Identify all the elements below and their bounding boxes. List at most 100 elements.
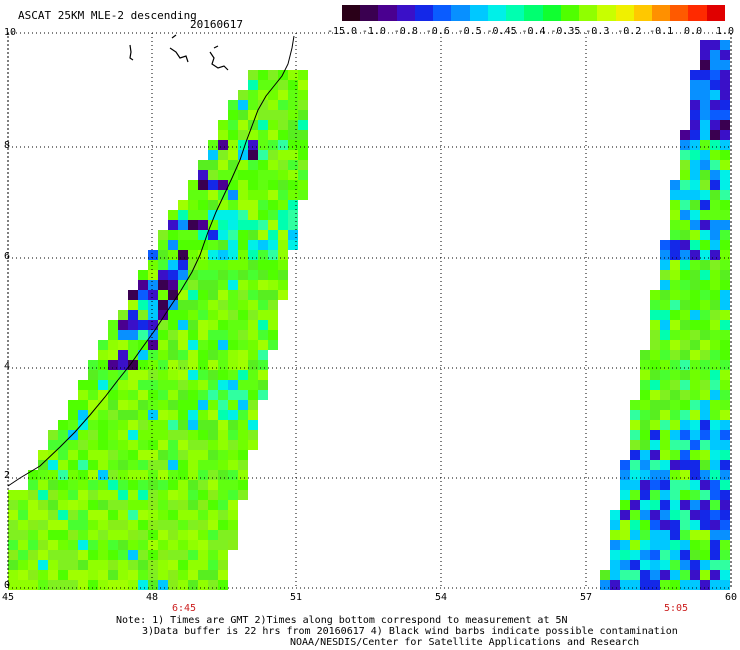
data-cell (660, 460, 670, 470)
data-cell (198, 400, 208, 410)
data-cell (88, 550, 98, 560)
data-cell (28, 560, 38, 570)
data-cell (228, 520, 238, 530)
data-cell (710, 340, 720, 350)
data-cell (218, 480, 228, 490)
data-cell (98, 450, 108, 460)
data-cell (68, 440, 78, 450)
data-cell (78, 390, 88, 400)
data-cell (710, 450, 720, 460)
data-cell (268, 220, 278, 230)
data-cell (178, 280, 188, 290)
data-cell (48, 430, 58, 440)
data-cell (48, 460, 58, 470)
data-cell (650, 430, 660, 440)
data-cell (248, 140, 258, 150)
data-cell (690, 180, 700, 190)
data-cell (218, 550, 228, 560)
data-cell (38, 460, 48, 470)
data-cell (680, 360, 690, 370)
data-cell (58, 510, 68, 520)
data-cell (640, 360, 650, 370)
data-cell (208, 570, 218, 580)
data-cell (98, 460, 108, 470)
data-cell (128, 290, 138, 300)
data-cell (660, 490, 670, 500)
data-cell (680, 140, 690, 150)
data-cell (680, 200, 690, 210)
data-cell (118, 350, 128, 360)
data-cell (18, 580, 28, 590)
data-cell (158, 560, 168, 570)
data-cell (258, 130, 268, 140)
data-cell (168, 480, 178, 490)
colorbar-label: -0.8 (393, 26, 418, 37)
data-cell (208, 250, 218, 260)
data-cell (720, 380, 730, 390)
data-cell (720, 270, 730, 280)
data-cell (258, 70, 268, 80)
data-cell (18, 500, 28, 510)
data-cell (248, 330, 258, 340)
data-cell (288, 100, 298, 110)
data-cell (108, 360, 118, 370)
product-title: ASCAT 25KM MLE-2 descending (18, 9, 197, 22)
data-cell (238, 460, 248, 470)
data-cell (248, 230, 258, 240)
data-cell (178, 530, 188, 540)
data-cell (650, 510, 660, 520)
data-cell (108, 440, 118, 450)
data-cell (148, 280, 158, 290)
x-tick-label: 60 (724, 592, 738, 603)
data-cell (690, 450, 700, 460)
data-cell (88, 380, 98, 390)
data-cell (218, 520, 228, 530)
data-cell (650, 520, 660, 530)
data-cell (700, 250, 710, 260)
data-cell (720, 470, 730, 480)
data-cell (128, 530, 138, 540)
data-cell (248, 110, 258, 120)
data-cell (690, 200, 700, 210)
data-cell (218, 240, 228, 250)
data-cell (198, 430, 208, 440)
data-cell (690, 570, 700, 580)
data-cell (630, 500, 640, 510)
data-cell (198, 500, 208, 510)
data-cell (178, 370, 188, 380)
data-cell (720, 520, 730, 530)
data-cell (258, 140, 268, 150)
data-cell (178, 310, 188, 320)
data-cell (268, 110, 278, 120)
data-cell (58, 450, 68, 460)
data-cell (68, 490, 78, 500)
data-cell (208, 190, 218, 200)
data-cell (228, 320, 238, 330)
data-cell (198, 340, 208, 350)
data-cell (258, 290, 268, 300)
data-cell (640, 550, 650, 560)
data-cell (248, 370, 258, 380)
data-cell (78, 570, 88, 580)
data-cell (198, 440, 208, 450)
data-cell (640, 400, 650, 410)
data-cell (118, 460, 128, 470)
data-cell (720, 80, 730, 90)
data-cell (258, 330, 268, 340)
data-cell (720, 280, 730, 290)
data-cell (208, 210, 218, 220)
data-cell (680, 570, 690, 580)
data-cell (178, 490, 188, 500)
data-cell (710, 40, 720, 50)
data-cell (98, 370, 108, 380)
data-cell (700, 90, 710, 100)
data-cell (630, 450, 640, 460)
data-cell (268, 230, 278, 240)
data-cell (720, 360, 730, 370)
data-cell (700, 400, 710, 410)
data-cell (38, 500, 48, 510)
data-cell (148, 360, 158, 370)
data-cell (198, 170, 208, 180)
data-cell (620, 530, 630, 540)
data-cell (258, 120, 268, 130)
